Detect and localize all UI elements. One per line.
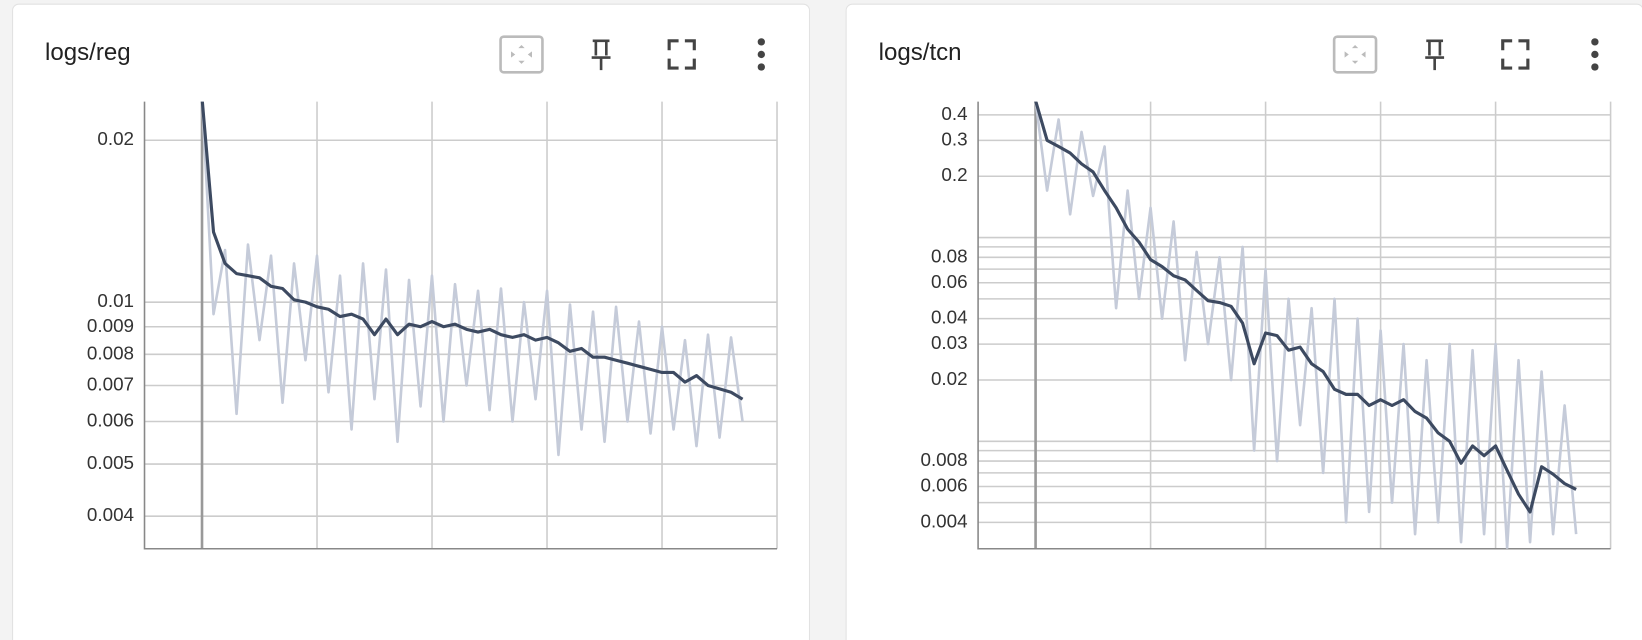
y-tick-label: 0.007: [87, 373, 134, 394]
y-tick-label: 0.04: [931, 307, 968, 328]
y-tick-label: 0.006: [87, 409, 134, 430]
scaled-layer: logs/reg 0.004 0.005 0.006 0.007 0.008 0.009 0.…: [12, 3, 1642, 640]
y-tick-label: 0.3: [941, 128, 967, 149]
fullscreen-button[interactable]: [1501, 39, 1530, 70]
more-button[interactable]: [757, 38, 765, 71]
icon: [1332, 35, 1378, 74]
icon: [1501, 39, 1530, 70]
icon: [511, 45, 532, 64]
y-tick-label: 0.02: [97, 128, 134, 149]
y-tick-label: 0.004: [87, 504, 134, 525]
y-tick-label: 0.2: [941, 164, 967, 185]
series-line: [200, 101, 744, 401]
chart-title: logs/tcn: [879, 39, 962, 66]
icon: [757, 50, 765, 59]
pin-button[interactable]: [1425, 39, 1445, 71]
y-tick-label: 0.005: [87, 452, 134, 473]
card: [845, 3, 1642, 640]
chart-title: logs/reg: [45, 39, 131, 66]
y-tick-label: 0.03: [931, 332, 968, 353]
fullscreen-button[interactable]: [667, 39, 696, 70]
y-tick-label: 0.4: [941, 103, 967, 124]
y-tick-label: 0.004: [920, 510, 967, 531]
icon: [1591, 50, 1599, 59]
icon: [1591, 38, 1599, 46]
icon: [591, 39, 611, 71]
series-line: [1034, 101, 1577, 514]
icon: [499, 35, 544, 74]
y-tick-label: 0.008: [87, 342, 134, 363]
series-line: [1034, 101, 1578, 549]
card: [12, 3, 811, 640]
series-line: [200, 101, 744, 457]
y-tick-label: 0.08: [931, 245, 968, 266]
y-tick-label: 0.006: [920, 474, 967, 495]
icon: [757, 63, 765, 71]
y-tick-label: 0.009: [87, 315, 134, 336]
icon: [667, 39, 696, 70]
more-button[interactable]: [1591, 38, 1599, 71]
y-tick-label: 0.06: [931, 271, 968, 292]
y-tick-label: 0.008: [920, 449, 967, 470]
toolbar: [499, 35, 765, 74]
icon: [1591, 63, 1599, 71]
fit-domain-button[interactable]: [499, 35, 544, 74]
icon: [757, 38, 765, 46]
toolbar: [1332, 35, 1599, 74]
axis-line: [143, 101, 778, 550]
y-tick-label: 0.02: [931, 368, 968, 389]
icon: [1425, 39, 1445, 71]
y-tick-label: 0.01: [97, 290, 134, 311]
pin-button[interactable]: [591, 39, 611, 71]
axis-line: [977, 101, 1611, 550]
